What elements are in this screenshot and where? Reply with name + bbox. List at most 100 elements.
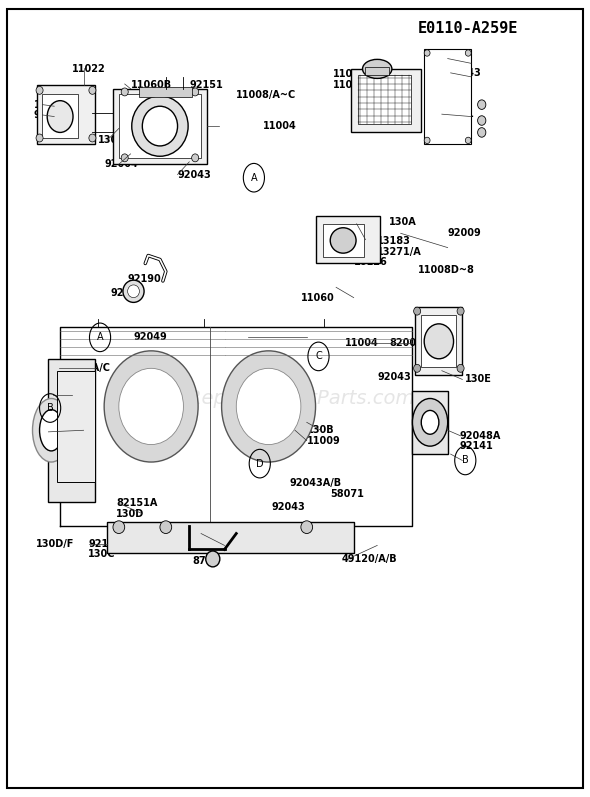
Bar [358,75,411,124]
Ellipse shape [414,307,421,315]
Ellipse shape [301,520,313,533]
Ellipse shape [414,364,421,372]
Text: 130B: 130B [307,426,335,435]
Text: 92170: 92170 [110,288,144,298]
Text: 92190: 92190 [127,274,162,285]
Text: 92043: 92043 [271,502,305,512]
Text: 92143: 92143 [448,68,481,78]
Text: 11004: 11004 [263,121,296,131]
Text: 11008/A~C: 11008/A~C [236,90,297,100]
Text: 13271/A: 13271/A [377,246,422,257]
Ellipse shape [123,281,144,302]
Text: B: B [47,403,54,413]
Text: 92141: 92141 [460,442,493,451]
Text: 92043: 92043 [178,170,211,179]
Bar [48,359,96,502]
Ellipse shape [121,88,128,96]
Text: 13183: 13183 [377,236,411,246]
Text: A: A [251,173,257,183]
Text: C: C [315,351,322,361]
Text: 92151: 92151 [441,109,474,120]
Ellipse shape [160,520,172,533]
Text: B: B [462,455,468,465]
Ellipse shape [466,137,471,143]
Ellipse shape [424,137,430,143]
Ellipse shape [36,134,43,142]
Ellipse shape [32,398,70,462]
Text: 11004: 11004 [345,338,379,348]
Ellipse shape [40,410,63,451]
Ellipse shape [457,307,464,315]
Ellipse shape [89,86,96,94]
Text: 130C: 130C [88,549,116,559]
Ellipse shape [206,551,220,567]
Text: 130A: 130A [389,218,417,227]
Text: eReplacementParts.com: eReplacementParts.com [176,389,414,408]
Text: D: D [256,458,264,469]
Text: 92048A: 92048A [460,431,501,441]
Bar [323,224,364,257]
Text: 410: 410 [441,120,461,129]
Text: 11009: 11009 [307,436,340,446]
Text: 92151: 92151 [189,80,223,90]
Bar [42,94,78,138]
Text: 92043: 92043 [377,372,411,382]
Ellipse shape [89,134,96,142]
Text: 32151: 32151 [254,528,288,539]
Text: 870: 870 [192,556,212,566]
Text: 130E: 130E [466,375,492,384]
Text: 92009: 92009 [448,228,481,238]
Ellipse shape [142,106,178,146]
Text: 11060B: 11060B [333,80,374,90]
Bar [351,69,421,132]
Text: E0110-A259E: E0110-A259E [418,22,518,36]
Ellipse shape [421,410,439,434]
Text: 11008D~8: 11008D~8 [418,265,475,275]
Text: 11060: 11060 [301,292,335,303]
Bar [57,371,96,482]
Bar [316,216,380,264]
Text: 92049: 92049 [133,332,167,342]
Ellipse shape [424,324,454,359]
Text: 130D/F: 130D/F [35,539,74,549]
Ellipse shape [36,86,43,94]
Ellipse shape [104,351,198,462]
Ellipse shape [121,154,128,162]
Ellipse shape [457,364,464,372]
Ellipse shape [222,351,316,462]
Text: 92143: 92143 [34,110,67,120]
Ellipse shape [236,368,301,445]
Ellipse shape [127,285,139,297]
Ellipse shape [192,88,199,96]
Text: 130D: 130D [116,508,144,519]
Bar [119,94,201,158]
Text: 14024: 14024 [319,218,352,229]
Ellipse shape [466,50,471,57]
Text: 92043A/B: 92043A/B [289,478,341,489]
Text: A: A [97,332,103,343]
Ellipse shape [478,116,486,125]
Bar [365,67,389,75]
Ellipse shape [478,100,486,109]
Bar [107,521,354,553]
Bar [113,88,207,164]
Bar [139,87,192,96]
Text: 58071: 58071 [330,489,364,499]
Text: 11060A/C: 11060A/C [59,363,111,373]
Ellipse shape [192,154,199,162]
Text: 410: 410 [178,92,198,102]
Text: 82151A: 82151A [116,498,158,508]
Ellipse shape [132,96,188,156]
Ellipse shape [47,100,73,132]
Ellipse shape [424,50,430,57]
Bar [421,315,457,367]
Bar [415,307,463,375]
Ellipse shape [119,368,183,445]
Text: 130: 130 [34,100,54,110]
Text: 130E: 130E [99,135,125,145]
Text: 130: 130 [447,53,467,64]
Text: 82004: 82004 [389,338,423,348]
Ellipse shape [330,228,356,253]
Bar [37,84,96,144]
Bar [412,391,448,454]
